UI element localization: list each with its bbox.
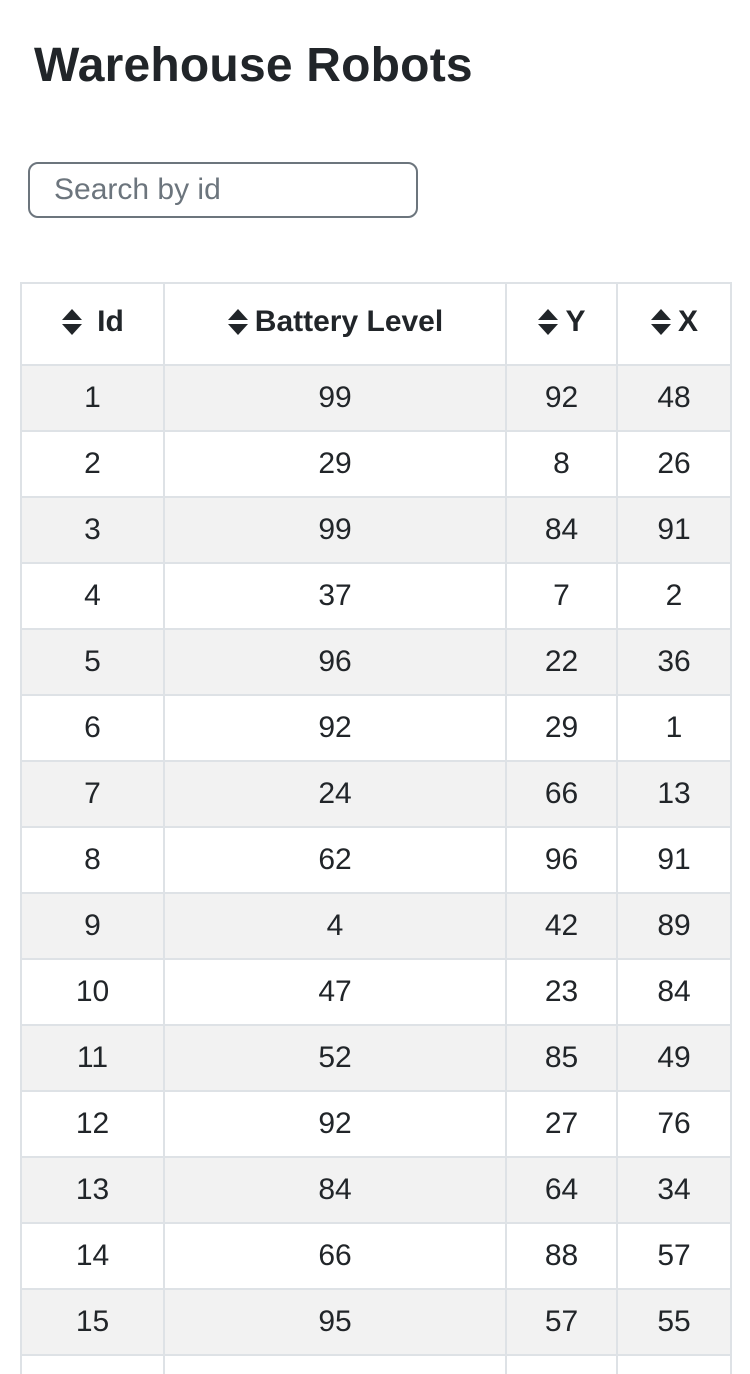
cell-id: 8 — [20, 826, 165, 894]
column-header-label: X — [677, 304, 698, 338]
cell-y: 57 — [505, 1288, 618, 1356]
table-row: 11 52 85 49 — [20, 1024, 732, 1092]
column-header-label: Battery Level — [254, 304, 444, 338]
cell-y — [505, 1354, 618, 1374]
table-row: 10 47 23 84 — [20, 958, 732, 1026]
cell-x: 91 — [616, 496, 732, 564]
cell-x: 13 — [616, 760, 732, 828]
cell-x: 57 — [616, 1222, 732, 1290]
cell-y: 23 — [505, 958, 618, 1026]
column-header-battery-level[interactable]: Battery Level — [163, 282, 507, 366]
cell-id: 14 — [20, 1222, 165, 1290]
cell-y: 84 — [505, 496, 618, 564]
cell-y: 66 — [505, 760, 618, 828]
table-row: 14 66 88 57 — [20, 1222, 732, 1290]
cell-y: 22 — [505, 628, 618, 696]
cell-battery-level: 92 — [163, 694, 507, 762]
sort-updown-icon — [537, 308, 559, 336]
table-header-row: Id Battery Level — [20, 282, 732, 366]
cell-x: 26 — [616, 430, 732, 498]
table-row: 13 84 64 34 — [20, 1156, 732, 1224]
cell-y: 64 — [505, 1156, 618, 1224]
table-row: 1 99 92 48 — [20, 364, 732, 432]
cell-id: 5 — [20, 628, 165, 696]
column-header-x[interactable]: X — [616, 282, 732, 366]
table-row: 15 95 57 55 — [20, 1288, 732, 1356]
cell-id: 10 — [20, 958, 165, 1026]
cell-x: 55 — [616, 1288, 732, 1356]
column-header-label: Id — [97, 304, 124, 338]
cell-y: 8 — [505, 430, 618, 498]
table-row: 5 96 22 36 — [20, 628, 732, 696]
cell-id: 3 — [20, 496, 165, 564]
cell-x: 91 — [616, 826, 732, 894]
column-header-id[interactable]: Id — [20, 282, 165, 366]
cell-y: 92 — [505, 364, 618, 432]
table-row: 8 62 96 91 — [20, 826, 732, 894]
table-row: 7 24 66 13 — [20, 760, 732, 828]
table-row: 12 92 27 76 — [20, 1090, 732, 1158]
cell-id: 6 — [20, 694, 165, 762]
sort-updown-icon — [650, 308, 672, 336]
cell-battery-level: 92 — [163, 1090, 507, 1158]
table-row: 4 37 7 2 — [20, 562, 732, 630]
cell-y: 42 — [505, 892, 618, 960]
table-row: 6 92 29 1 — [20, 694, 732, 762]
cell-y: 96 — [505, 826, 618, 894]
cell-battery-level: 52 — [163, 1024, 507, 1092]
table-row: 9 4 42 89 — [20, 892, 732, 960]
cell-battery-level: 24 — [163, 760, 507, 828]
robots-table-container: Id Battery Level — [20, 282, 732, 1374]
cell-x: 34 — [616, 1156, 732, 1224]
cell-x: 2 — [616, 562, 732, 630]
cell-battery-level: 37 — [163, 562, 507, 630]
search-input[interactable] — [28, 162, 418, 218]
cell-battery-level: 62 — [163, 826, 507, 894]
cell-id: 11 — [20, 1024, 165, 1092]
sort-updown-icon — [61, 308, 83, 336]
cell-x: 84 — [616, 958, 732, 1026]
cell-id: 1 — [20, 364, 165, 432]
cell-id: 4 — [20, 562, 165, 630]
cell-id: 9 — [20, 892, 165, 960]
column-header-label: Y — [565, 304, 586, 338]
cell-y: 85 — [505, 1024, 618, 1092]
cell-battery-level — [163, 1354, 507, 1374]
cell-id — [20, 1354, 165, 1374]
cell-y: 7 — [505, 562, 618, 630]
cell-battery-level: 96 — [163, 628, 507, 696]
page-title: Warehouse Robots — [34, 39, 473, 92]
cell-x: 48 — [616, 364, 732, 432]
cell-y: 88 — [505, 1222, 618, 1290]
cell-x: 89 — [616, 892, 732, 960]
cell-y: 29 — [505, 694, 618, 762]
cell-x: 36 — [616, 628, 732, 696]
cell-id: 13 — [20, 1156, 165, 1224]
table-row: 3 99 84 91 — [20, 496, 732, 564]
cell-id: 15 — [20, 1288, 165, 1356]
cell-battery-level: 47 — [163, 958, 507, 1026]
cell-x: 1 — [616, 694, 732, 762]
table-row — [20, 1354, 732, 1374]
cell-id: 2 — [20, 430, 165, 498]
cell-battery-level: 66 — [163, 1222, 507, 1290]
column-header-y[interactable]: Y — [505, 282, 618, 366]
robots-table: Id Battery Level — [20, 282, 732, 1374]
cell-id: 7 — [20, 760, 165, 828]
cell-battery-level: 99 — [163, 496, 507, 564]
cell-battery-level: 4 — [163, 892, 507, 960]
cell-x: 76 — [616, 1090, 732, 1158]
sort-updown-icon — [227, 308, 249, 336]
cell-x — [616, 1354, 732, 1374]
cell-id: 12 — [20, 1090, 165, 1158]
cell-x: 49 — [616, 1024, 732, 1092]
cell-battery-level: 29 — [163, 430, 507, 498]
cell-y: 27 — [505, 1090, 618, 1158]
cell-battery-level: 84 — [163, 1156, 507, 1224]
cell-battery-level: 95 — [163, 1288, 507, 1356]
table-row: 2 29 8 26 — [20, 430, 732, 498]
cell-battery-level: 99 — [163, 364, 507, 432]
